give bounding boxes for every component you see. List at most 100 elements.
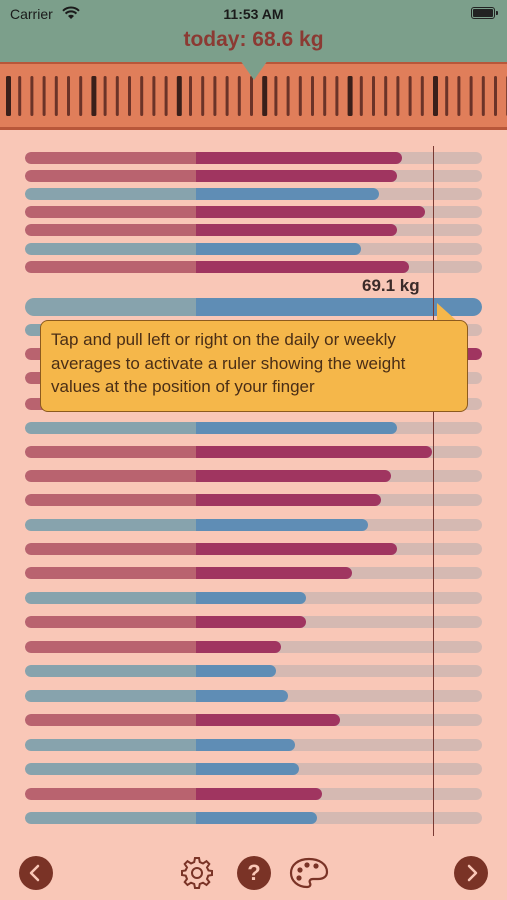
ruler-tick (140, 76, 144, 116)
daily-average-bar[interactable] (25, 494, 482, 506)
help-button[interactable]: ? (237, 856, 271, 890)
today-weight-title: today: 68.6 kg (183, 28, 324, 51)
hint-tooltip[interactable]: Tap and pull left or right on the daily … (40, 320, 468, 412)
ruler-tick (103, 76, 107, 116)
ruler-tick (18, 76, 22, 116)
status-bar: Carrier 11:53 AM (0, 0, 507, 28)
bar-fill (25, 592, 307, 604)
weekly-average-bar[interactable] (25, 422, 482, 434)
bar-fill (25, 261, 409, 273)
ruler-tick (384, 76, 388, 116)
ruler-cursor-value: 69.1 kg (362, 276, 420, 295)
bar-fill (25, 641, 281, 653)
bar-fill (25, 206, 425, 218)
daily-average-bar[interactable] (25, 446, 482, 458)
ruler-tick (347, 76, 353, 116)
ruler-tick (262, 76, 268, 116)
help-icon: ? (247, 860, 261, 885)
daily-average-bar[interactable] (25, 714, 482, 726)
daily-average-bar[interactable] (25, 543, 482, 555)
weekly-average-bar[interactable] (25, 690, 482, 702)
tooltip-arrow (437, 303, 457, 321)
wifi-icon (62, 6, 80, 19)
bar-fill (25, 446, 432, 458)
ruler-tick (79, 76, 83, 116)
ruler-tick (91, 76, 97, 116)
ruler-tick (152, 76, 156, 116)
daily-average-bar[interactable] (25, 261, 482, 273)
ruler-tick (213, 76, 217, 116)
chevron-right-icon (467, 864, 478, 882)
settings-button[interactable] (180, 856, 214, 890)
ruler-tick (250, 76, 253, 116)
next-button[interactable] (454, 856, 488, 890)
ruler-tick (469, 76, 473, 116)
bar-fill (25, 519, 368, 531)
bar-fill (25, 616, 307, 628)
ruler-pointer (240, 60, 268, 80)
carrier-label: Carrier (10, 6, 53, 22)
ruler-tick (408, 76, 412, 116)
bar-fill (25, 690, 288, 702)
daily-average-bar[interactable] (25, 206, 482, 218)
bar-fill (25, 298, 482, 316)
bar-fill (25, 788, 323, 800)
daily-average-bar[interactable] (25, 170, 482, 182)
weekly-average-bar[interactable] (25, 592, 482, 604)
bar-fill (25, 812, 318, 824)
daily-average-bar[interactable] (25, 470, 482, 482)
ruler-tick (189, 76, 192, 116)
daily-average-bar[interactable] (25, 641, 482, 653)
bar-fill (25, 422, 398, 434)
previous-button[interactable] (19, 856, 53, 890)
weekly-average-bar[interactable] (25, 763, 482, 775)
ruler-tick (494, 76, 497, 116)
ruler-tick (201, 76, 205, 116)
ruler-tick (115, 76, 119, 116)
bar-fill (25, 224, 398, 236)
theme-button[interactable] (289, 856, 329, 890)
bar-fill (25, 739, 295, 751)
weekly-average-bar[interactable] (25, 665, 482, 677)
bar-fill (25, 152, 403, 164)
weekly-average-bar[interactable] (25, 243, 482, 255)
bar-fill (25, 494, 382, 506)
ruler-tick (457, 76, 461, 116)
bar-fill (25, 665, 277, 677)
ruler-tick (164, 76, 168, 116)
ruler-tick (30, 76, 34, 116)
ruler-tick (67, 76, 70, 116)
bar-fill (25, 470, 391, 482)
ruler-tick (372, 76, 375, 116)
weekly-average-bar[interactable] (25, 812, 482, 824)
ruler-tick (225, 76, 229, 116)
ruler-tick (396, 76, 400, 116)
daily-average-bar[interactable] (25, 567, 482, 579)
ruler-tick (176, 76, 182, 116)
daily-average-bar[interactable] (25, 616, 482, 628)
bar-fill (25, 188, 380, 200)
bottom-toolbar: ? (0, 848, 507, 900)
ruler-tick (128, 76, 131, 116)
daily-average-bar[interactable] (25, 152, 482, 164)
ruler-tick (6, 76, 11, 116)
status-time: 11:53 AM (223, 6, 284, 22)
daily-average-bar[interactable] (25, 788, 482, 800)
ruler-tick (359, 76, 363, 116)
ruler-tick (274, 76, 278, 116)
weekly-average-bar[interactable] (25, 519, 482, 531)
daily-average-bar[interactable] (25, 224, 482, 236)
bar-fill (25, 170, 398, 182)
ruler-tick (445, 76, 449, 116)
ruler-tick (420, 76, 424, 116)
bar-fill (25, 543, 398, 555)
chevron-left-icon (29, 864, 40, 882)
bar-fill (25, 567, 352, 579)
ruler-ticks (6, 76, 507, 116)
weekly-average-bar[interactable] (25, 188, 482, 200)
ruler-tick (54, 76, 58, 116)
weekly-average-bar[interactable] (25, 739, 482, 751)
ruler-tick (481, 76, 485, 116)
weekly-average-bar[interactable] (25, 298, 482, 316)
ruler-tick (323, 76, 327, 116)
